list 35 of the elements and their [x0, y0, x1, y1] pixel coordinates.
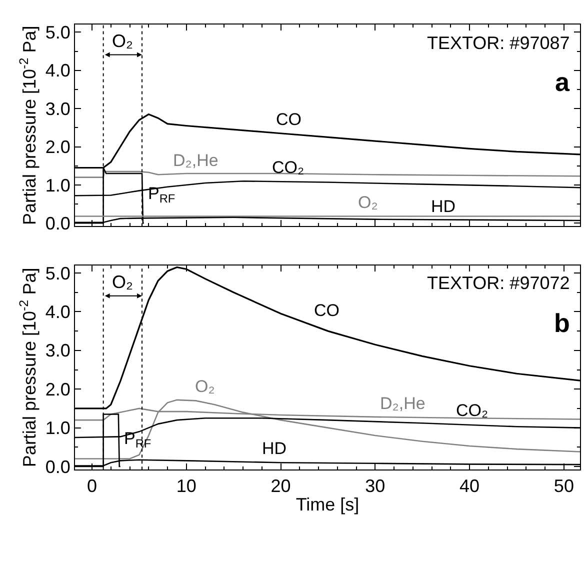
y-tick-label: 0.0: [45, 456, 70, 477]
series-label: D₂,He: [380, 394, 426, 413]
series-label: O₂: [358, 193, 378, 212]
x-tick-label: 0: [86, 476, 97, 496]
series-label: CO₂: [272, 158, 304, 177]
series-label: HD: [262, 439, 287, 458]
y-tick-label: 4.0: [45, 302, 70, 322]
series-label: CO: [276, 110, 302, 129]
series-label: HD: [431, 197, 456, 216]
annotation: O₂: [112, 31, 133, 51]
y-tick-label: 5.0: [45, 263, 70, 284]
y-tick-label: 1.0: [45, 418, 70, 438]
y-tick-label: 2.0: [45, 137, 70, 158]
x-tick-label: 50: [554, 476, 574, 496]
x-tick-label: 40: [460, 476, 480, 496]
y-tick-label: 5.0: [45, 22, 70, 42]
series-label: CO₂: [456, 401, 488, 420]
y-tick-label: 1.0: [45, 175, 70, 196]
y-tick-label: 4.0: [45, 60, 70, 81]
x-tick-label: 10: [176, 476, 196, 496]
y-tick-label: 3.0: [45, 340, 70, 361]
x-tick-label: 30: [365, 476, 386, 496]
annotation: a: [555, 67, 570, 97]
annotation: O₂: [112, 272, 133, 292]
y-tick-label: 3.0: [45, 98, 70, 119]
series-label: CO: [314, 301, 340, 320]
x-axis-title: Time [s]: [296, 494, 360, 514]
y-tick-label: 0.0: [45, 213, 70, 234]
series-label: D₂,He: [173, 151, 218, 170]
x-tick-label: 20: [270, 476, 291, 496]
annotation: b: [554, 308, 570, 338]
y-tick-label: 2.0: [45, 379, 70, 400]
annotation: TEXTOR: #97072: [427, 273, 570, 293]
series-label: O₂: [195, 377, 215, 396]
annotation: TEXTOR: #97087: [427, 33, 570, 53]
